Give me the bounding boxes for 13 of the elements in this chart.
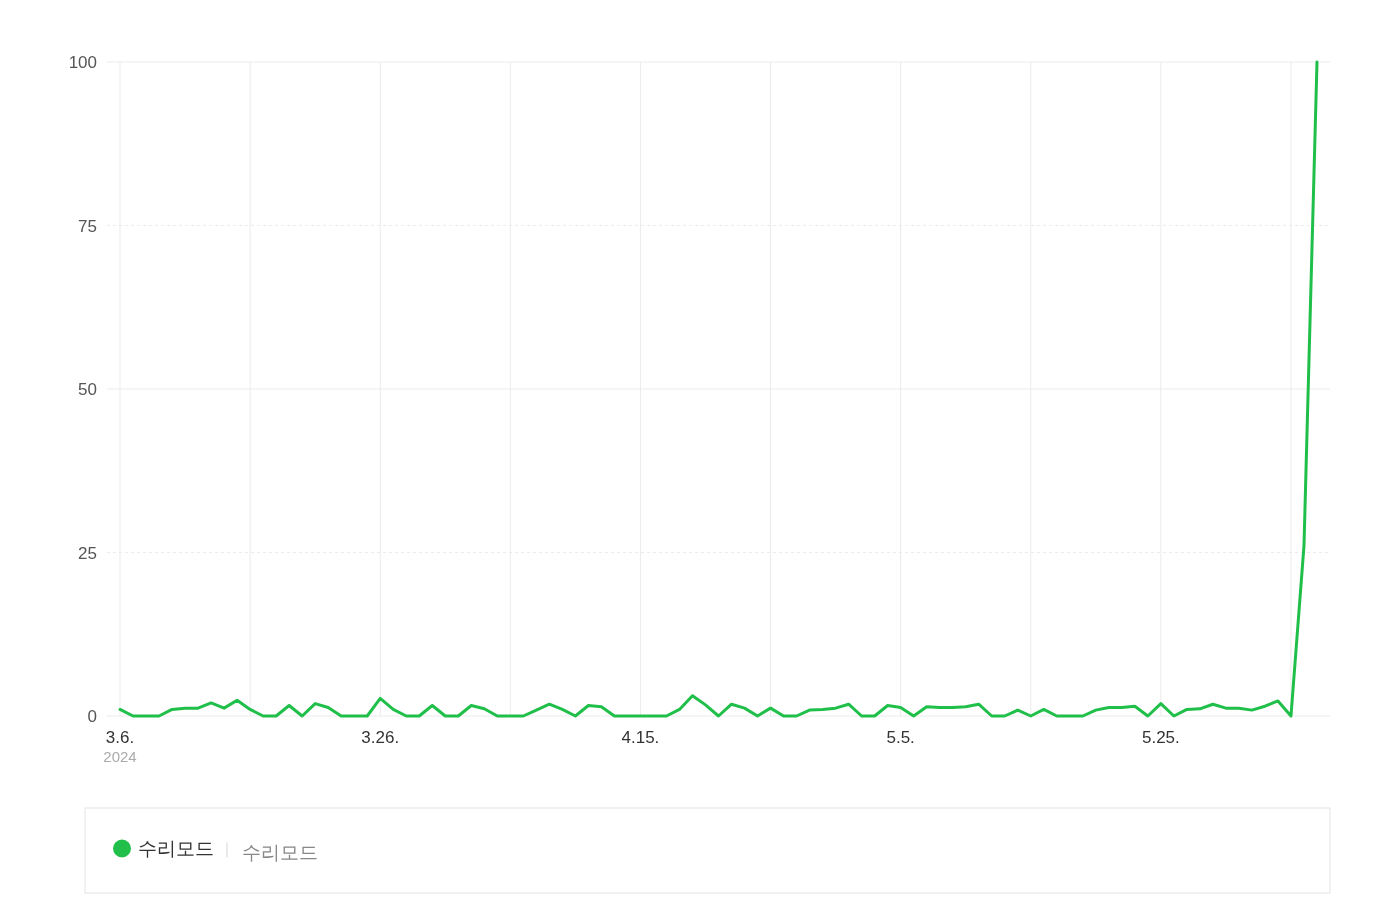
x-tick-label: 5.25. (1141, 728, 1180, 747)
y-tick-label: 0 (87, 707, 97, 726)
y-tick-label: 25 (78, 543, 97, 563)
x-tick-label: 5.5. (886, 728, 915, 747)
y-tick-label: 100 (68, 53, 97, 72)
x-tick-label: 3.6. (105, 728, 135, 747)
x-tick-label: 3.26. (361, 728, 400, 747)
x-tick-label: 2024 (103, 748, 137, 765)
y-tick-label: 75 (78, 216, 97, 236)
legend-label: 수리모드 (138, 837, 214, 859)
y-tick-label: 50 (78, 380, 97, 399)
legend-keywords: 수리모드 (242, 841, 318, 863)
x-tick-label: 4.15. (621, 728, 660, 747)
